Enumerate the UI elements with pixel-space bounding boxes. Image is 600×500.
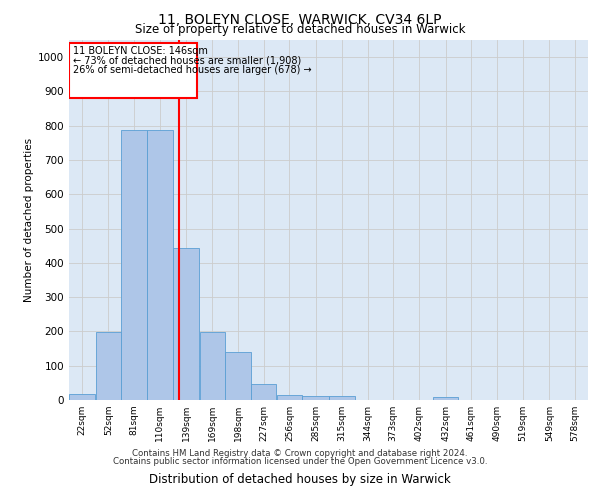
- Text: Contains public sector information licensed under the Open Government Licence v3: Contains public sector information licen…: [113, 457, 487, 466]
- Bar: [173, 248, 199, 400]
- Bar: [96, 332, 121, 400]
- Text: Size of property relative to detached houses in Warwick: Size of property relative to detached ho…: [135, 22, 465, 36]
- Text: ← 73% of detached houses are smaller (1,908): ← 73% of detached houses are smaller (1,…: [73, 56, 302, 66]
- Bar: [433, 396, 458, 400]
- Bar: [200, 332, 225, 400]
- Text: 11, BOLEYN CLOSE, WARWICK, CV34 6LP: 11, BOLEYN CLOSE, WARWICK, CV34 6LP: [158, 12, 442, 26]
- Bar: [69, 394, 95, 400]
- Y-axis label: Number of detached properties: Number of detached properties: [24, 138, 34, 302]
- Text: Contains HM Land Registry data © Crown copyright and database right 2024.: Contains HM Land Registry data © Crown c…: [132, 448, 468, 458]
- Text: 26% of semi-detached houses are larger (678) →: 26% of semi-detached houses are larger (…: [73, 64, 312, 74]
- Bar: [121, 130, 147, 400]
- Bar: [329, 396, 355, 400]
- Bar: [277, 395, 302, 400]
- Bar: [225, 352, 251, 400]
- Text: Distribution of detached houses by size in Warwick: Distribution of detached houses by size …: [149, 473, 451, 486]
- Text: 11 BOLEYN CLOSE: 146sqm: 11 BOLEYN CLOSE: 146sqm: [73, 46, 208, 56]
- Bar: [251, 384, 277, 400]
- Bar: [147, 130, 173, 400]
- FancyBboxPatch shape: [69, 44, 197, 98]
- Bar: [302, 396, 329, 400]
